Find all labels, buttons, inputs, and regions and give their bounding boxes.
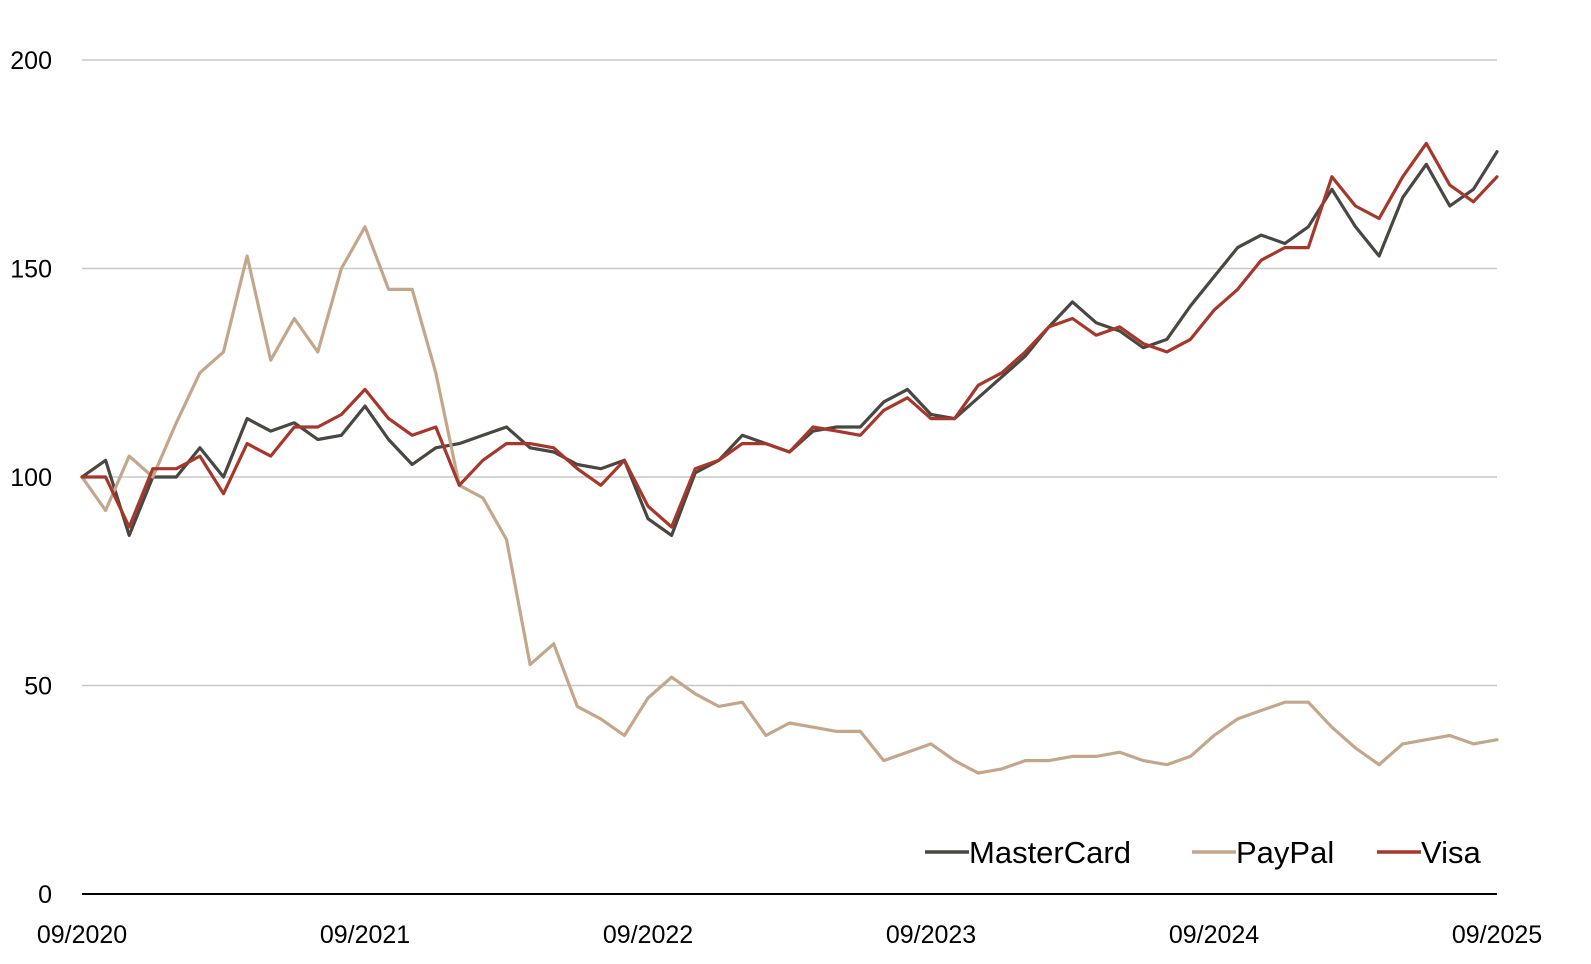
y-tick-label: 50 <box>24 673 52 701</box>
x-tick-label: 09/2022 <box>603 921 693 949</box>
y-tick-label: 100 <box>10 464 52 492</box>
x-tick-label: 09/2023 <box>886 921 976 949</box>
x-tick-label: 09/2025 <box>1452 921 1542 949</box>
series-line-mastercard <box>80 150 1499 537</box>
legend: MasterCard PayPal Visa <box>925 835 1482 870</box>
x-axis-ticks: 09/2020 09/2021 09/2022 09/2023 09/2024 09/20… <box>37 921 1542 949</box>
y-tick-label: 0 <box>38 881 52 909</box>
series-line-paypal <box>80 225 1499 775</box>
series-line-visa <box>80 141 1499 529</box>
y-axis-ticks: 0 50 100 150 200 <box>10 47 52 909</box>
x-tick-label: 09/2020 <box>37 921 127 949</box>
y-tick-label: 200 <box>10 47 52 75</box>
gridlines <box>82 59 1497 687</box>
legend-label: PayPal <box>1236 835 1334 870</box>
legend-label: Visa <box>1421 835 1482 870</box>
x-tick-label: 09/2024 <box>1169 921 1259 949</box>
x-tick-label: 09/2021 <box>320 921 410 949</box>
y-tick-label: 150 <box>10 256 52 284</box>
series-lines <box>80 141 1499 775</box>
legend-label: MasterCard <box>969 835 1131 870</box>
